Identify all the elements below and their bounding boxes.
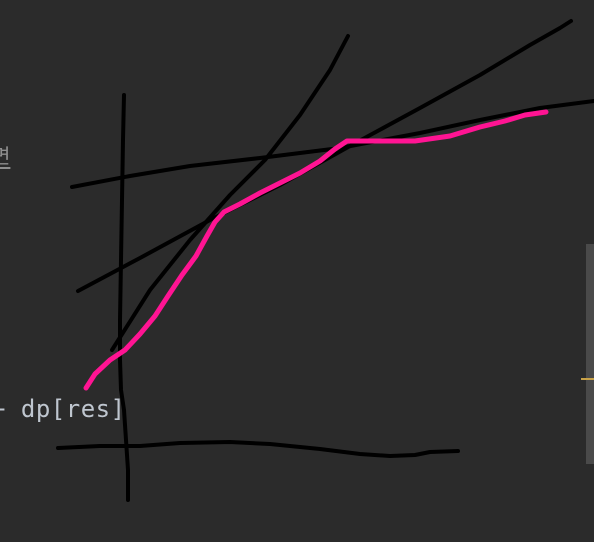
ink-vertical-axis-stroke [118, 93, 130, 502]
highlight-curve-stroke [83, 109, 549, 391]
scrollbar-marker [581, 378, 594, 380]
vertical-scrollbar[interactable] [586, 244, 594, 464]
code-text-line: + dp[res] [0, 395, 126, 423]
ink-horizontal-axis-stroke [56, 440, 460, 458]
ink-diagonal-line-stroke [76, 19, 573, 293]
ink-steep-line-stroke [110, 34, 350, 352]
code-text-fragment: 면 [0, 144, 11, 168]
ink-shallow-line-stroke [70, 99, 594, 189]
